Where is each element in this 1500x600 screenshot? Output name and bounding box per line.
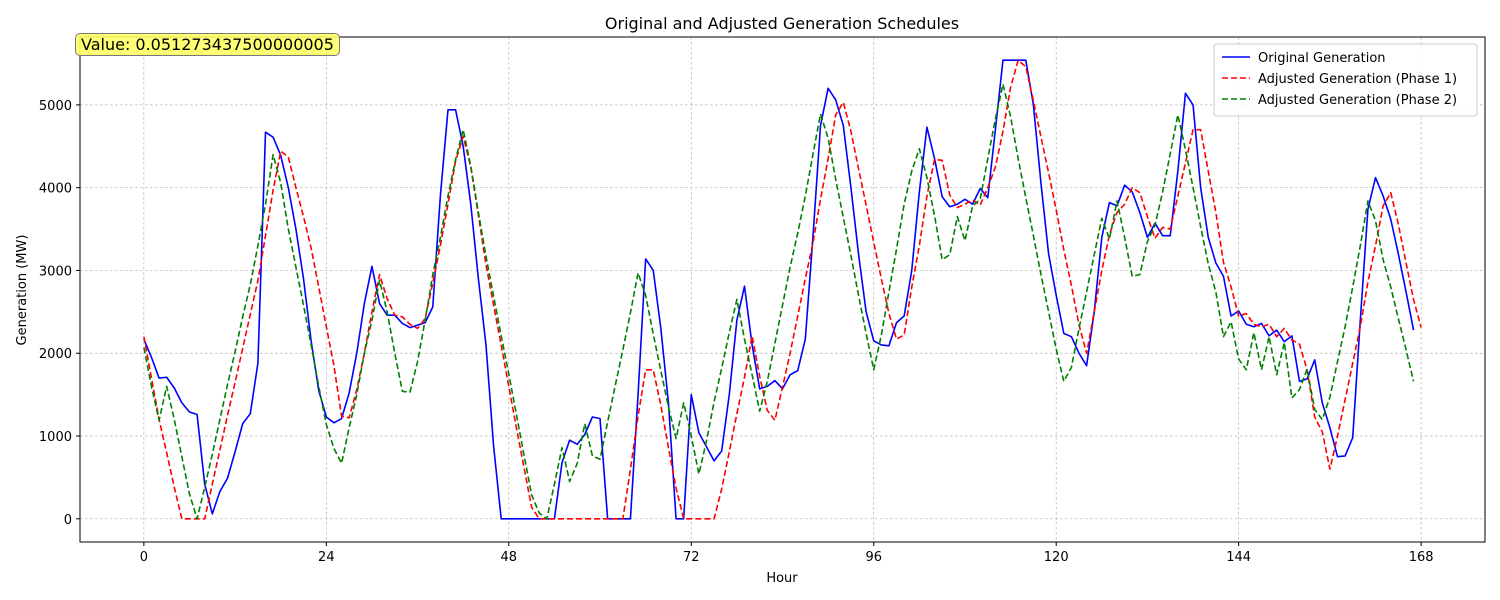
legend-label-2: Adjusted Generation (Phase 1) — [1258, 72, 1457, 87]
x-tick-label: 120 — [1044, 550, 1069, 565]
y-tick-label: 4000 — [39, 182, 72, 197]
y-tick-label: 5000 — [39, 99, 72, 114]
series-line-2 — [143, 59, 1422, 520]
y-tick-label: 3000 — [39, 264, 72, 279]
axis-ticks: 0 24 48 72 96 120 144 168 0 1000 2000 3000 4000 5000 — [39, 99, 1434, 565]
x-tick-label: 0 — [140, 550, 148, 565]
legend-label-3: Adjusted Generation (Phase 2) — [1258, 93, 1457, 108]
y-tick-label: 2000 — [39, 347, 72, 362]
plot-frame — [79, 36, 1486, 543]
value-annotation: Value: 0.051273437500000005 — [75, 33, 340, 56]
y-tick-label: 0 — [64, 513, 72, 528]
x-tick-label: 168 — [1409, 550, 1434, 565]
series-line-3 — [143, 83, 1415, 520]
x-tick-label: 48 — [501, 550, 518, 565]
x-axis-label: Hour — [766, 571, 798, 586]
legend-label-1: Original Generation — [1258, 51, 1386, 66]
x-tick-label: 96 — [865, 550, 882, 565]
series-layer — [143, 59, 1422, 520]
x-tick-label: 144 — [1226, 550, 1251, 565]
x-tick-label: 24 — [318, 550, 335, 565]
y-axis-label: Generation (MW) — [15, 235, 30, 346]
x-tick-label: 72 — [683, 550, 700, 565]
legend: Original Generation Adjusted Generation (… — [1213, 43, 1478, 117]
series-line-1 — [143, 59, 1415, 520]
chart-title: Original and Adjusted Generation Schedul… — [605, 14, 959, 33]
y-tick-label: 1000 — [39, 430, 72, 445]
legend-frame — [1213, 43, 1478, 117]
